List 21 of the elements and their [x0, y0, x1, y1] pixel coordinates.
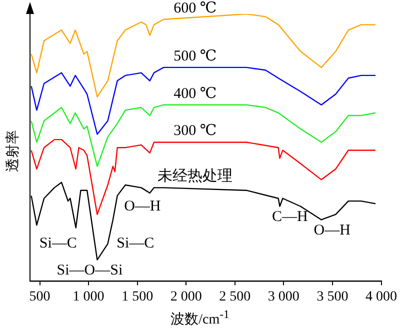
annotation: O—H [124, 198, 161, 214]
series-label: 未经热处理 [158, 168, 233, 185]
series-label: 300 ℃ [174, 123, 217, 140]
annotation: Si—C [116, 236, 154, 252]
series-label: 400 ℃ [174, 86, 217, 102]
series-label: 600 ℃ [174, 0, 217, 16]
x-tick-label: 1 000 [72, 289, 104, 304]
x-tick-label: 2 500 [219, 289, 251, 304]
series-label: 500 ℃ [174, 48, 217, 64]
x-tick-label: 500 [29, 289, 50, 304]
annotation: Si—O—Si [56, 262, 123, 278]
annotation: O—H [314, 222, 351, 238]
x-tick-label: 3 500 [316, 289, 348, 304]
x-tick-label: 2 000 [170, 289, 202, 304]
x-tick-label: 1 500 [122, 289, 154, 304]
x-axis-title: 波数/cm$^{-1}$ [170, 308, 230, 329]
annotation: Si—C [39, 236, 77, 252]
x-tick-label: 4 000 [366, 289, 397, 304]
x-tick-label: 3 000 [268, 289, 300, 304]
y-axis-title: 透射率 [4, 129, 22, 174]
annotation: C—H [272, 209, 308, 226]
